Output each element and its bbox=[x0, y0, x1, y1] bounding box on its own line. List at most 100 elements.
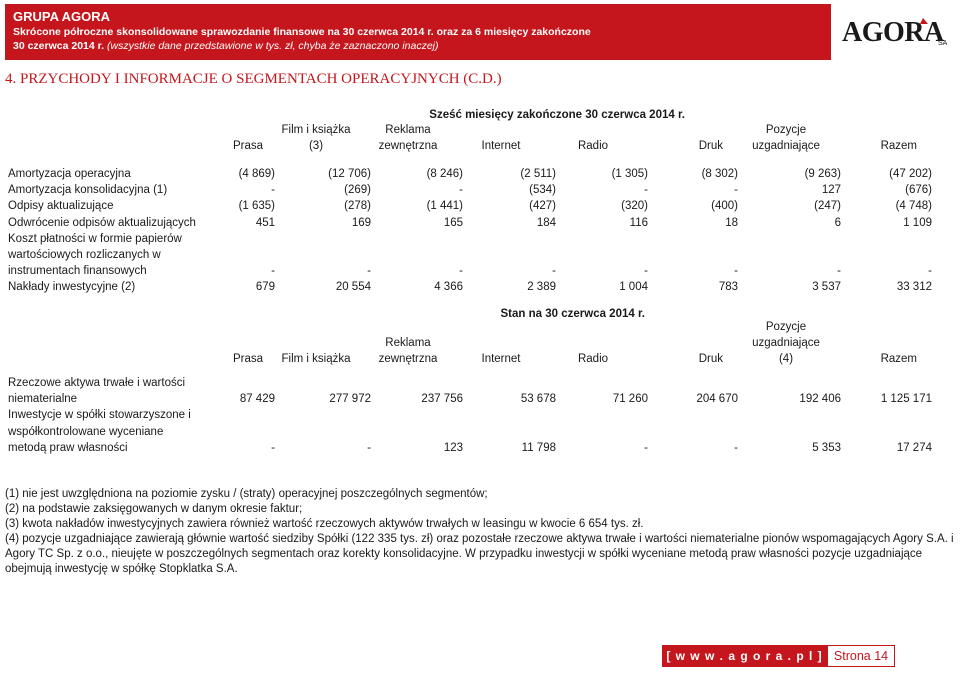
cell-value: (1 635) bbox=[238, 200, 275, 213]
footnote-line: obejmują inwestycję w spółkę Stopklatka … bbox=[5, 563, 238, 575]
cell-value: (1 441) bbox=[426, 200, 463, 213]
cell-value: 192 406 bbox=[799, 393, 841, 406]
cell-value: - bbox=[644, 265, 648, 278]
cell-value: (8 246) bbox=[426, 168, 463, 180]
column-header: Razem bbox=[880, 140, 917, 152]
cell-value: (4 869) bbox=[238, 168, 275, 180]
cell-value: (47 202) bbox=[889, 168, 932, 180]
table-row: Koszt płatności w formie papierów wartośc… bbox=[5, 233, 935, 282]
column-header: Druk bbox=[698, 140, 723, 152]
cell-value: - bbox=[837, 265, 841, 278]
report-note: (wszystkie dane przedstawione w tys. zł,… bbox=[107, 40, 439, 52]
logo-wordmark: AGORA bbox=[842, 17, 945, 48]
cell-value: 1 125 171 bbox=[880, 393, 932, 406]
cell-value: 165 bbox=[443, 216, 463, 229]
cell-value: 71 260 bbox=[612, 393, 648, 406]
website-link[interactable]: [ w w w . a g o r a . p l ] bbox=[662, 645, 827, 667]
cell-value: 123 bbox=[443, 441, 463, 454]
cell-value: - bbox=[644, 184, 648, 197]
row-label: wartościowych rozliczanych w bbox=[8, 248, 161, 261]
cell-value: - bbox=[367, 265, 371, 278]
row-label: Odpisy aktualizujące bbox=[8, 200, 114, 213]
cell-value: (400) bbox=[711, 200, 738, 213]
cell-value: (1 305) bbox=[611, 168, 648, 180]
cell-value: (247) bbox=[814, 200, 841, 213]
column-header: Razem bbox=[880, 353, 917, 365]
row-label: Nakłady inwestycyjne (2) bbox=[8, 281, 136, 294]
column-header: Film i książka bbox=[281, 353, 351, 365]
header-banner: GRUPA AGORA Skrócone półroczne skonsolid… bbox=[5, 4, 831, 60]
row-label: niematerialne bbox=[8, 393, 78, 406]
column-header: Reklama bbox=[385, 337, 431, 349]
cell-value: (427) bbox=[529, 200, 556, 213]
cell-value: - bbox=[459, 184, 463, 197]
report-header: GRUPA AGORA Skrócone półroczne skonsolid… bbox=[0, 0, 960, 64]
cell-value: 237 756 bbox=[421, 393, 463, 406]
cell-value: 169 bbox=[351, 216, 371, 229]
cell-value: (534) bbox=[529, 184, 556, 197]
cell-value: (8 302) bbox=[701, 168, 738, 180]
row-label: Amortyzacja operacyjna bbox=[8, 168, 131, 180]
period-title: Sześć miesięcy zakończone 30 czerwca 201… bbox=[429, 109, 685, 121]
cell-value: 53 678 bbox=[520, 393, 556, 406]
footnotes: (1) nie jest uwzględniona na poziomie zy… bbox=[5, 487, 954, 577]
row-label: Inwestycje w spółki stowarzyszone i bbox=[8, 409, 191, 422]
footnote-line: (4) pozycje uzgadniające zawierają główn… bbox=[5, 533, 954, 545]
cell-value: - bbox=[552, 265, 556, 278]
company-name: GRUPA AGORA bbox=[13, 9, 111, 24]
cell-value: - bbox=[928, 265, 932, 278]
footnote-line: Agory TC Sp. z o.o., nieujęte w poszczeg… bbox=[5, 548, 923, 560]
table-row: Amortyzacja operacyjna (4 869) (12 706) (8 … bbox=[5, 168, 935, 184]
column-header: uzgadniające bbox=[752, 140, 820, 152]
cell-value: - bbox=[734, 184, 738, 197]
cell-value: (278) bbox=[344, 200, 371, 213]
cell-value: - bbox=[459, 265, 463, 278]
column-header: Prasa bbox=[232, 140, 263, 152]
column-header: zewnętrzna bbox=[378, 140, 438, 152]
cell-value: 11 798 bbox=[521, 441, 556, 454]
footnote-line: (3) kwota nakładów inwestycyjnych zawier… bbox=[5, 518, 644, 530]
cell-value: 1 109 bbox=[903, 216, 932, 229]
cell-value: - bbox=[271, 265, 275, 278]
column-header: Reklama bbox=[385, 124, 431, 136]
cell-value: 3 537 bbox=[812, 281, 841, 294]
cell-value: 116 bbox=[629, 216, 648, 229]
row-label: instrumentach finansowych bbox=[8, 265, 147, 278]
cell-value: (269) bbox=[344, 184, 371, 197]
footnote-line: (1) nie jest uwzględniona na poziomie zy… bbox=[5, 488, 488, 500]
cell-value: - bbox=[734, 265, 738, 278]
cell-value: 4 366 bbox=[434, 281, 463, 294]
table-row: Amortyzacja konsolidacyjna (1) - (269) - (53… bbox=[5, 184, 935, 200]
cell-value: 18 bbox=[725, 216, 738, 229]
cell-value: - bbox=[644, 441, 648, 454]
cell-value: 17 274 bbox=[896, 441, 932, 454]
column-header: (3) bbox=[308, 140, 324, 152]
row-label: Rzeczowe aktywa trwałe i wartości bbox=[8, 377, 186, 389]
cell-value: 2 389 bbox=[527, 281, 556, 294]
table-row: Odwrócenie odpisów aktualizujących 451 169… bbox=[5, 217, 935, 233]
column-header: Pozycje bbox=[765, 321, 807, 333]
cell-value: 87 429 bbox=[239, 393, 275, 406]
column-header: Radio bbox=[577, 353, 609, 365]
cell-value: 679 bbox=[255, 281, 275, 294]
logo-suffix: SA bbox=[938, 40, 948, 47]
cell-value: 6 bbox=[834, 216, 841, 229]
cell-value: 127 bbox=[821, 184, 841, 197]
table-row: Nakłady inwestycyjne (2) 679 20 554 4 366 2 … bbox=[5, 281, 935, 297]
column-header: zewnętrzna bbox=[378, 353, 438, 365]
row-label: Koszt płatności w formie papierów bbox=[8, 232, 182, 245]
cell-value: (9 263) bbox=[804, 168, 841, 180]
column-header: (4) bbox=[778, 353, 794, 365]
table-row: Inwestycje w spółki stowarzyszone i współ… bbox=[5, 409, 935, 458]
cell-value: - bbox=[271, 184, 275, 197]
report-date: 30 czerwca 2014 r. bbox=[13, 40, 105, 52]
cell-value: - bbox=[271, 441, 275, 454]
column-header: Film i książka bbox=[281, 124, 351, 136]
cell-value: 277 972 bbox=[329, 393, 371, 406]
table-row: Odpisy aktualizujące (1 635) (278) (1 441) (… bbox=[5, 200, 935, 216]
cell-value: (12 706) bbox=[328, 168, 371, 180]
column-header: uzgadniające bbox=[752, 337, 820, 349]
cell-value: 33 312 bbox=[896, 281, 932, 294]
logo-accent-icon bbox=[920, 18, 928, 24]
period-title: Stan na 30 czerwca 2014 r. bbox=[500, 308, 645, 320]
